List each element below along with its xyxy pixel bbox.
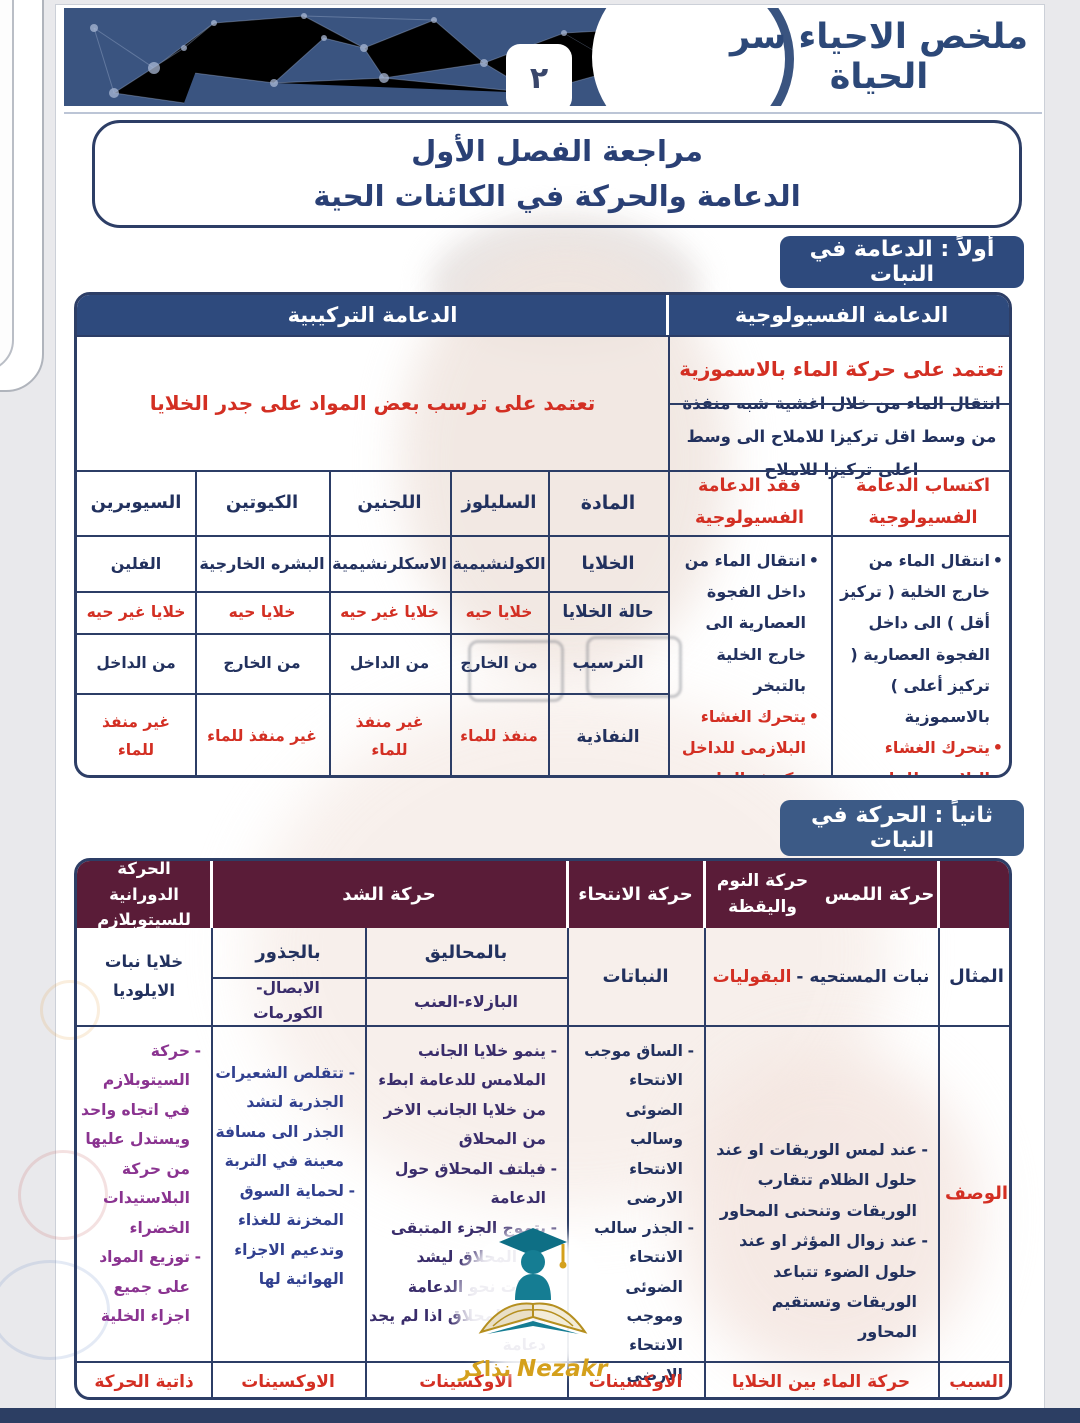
material-cells: الاسكلرنشيمية (332, 553, 447, 573)
cause-touch-sleep: حركة الماء بين الخلايا (731, 1372, 911, 1392)
loss-point: انتقال الماء من داخل الفجوة العصارية الى… (674, 545, 819, 701)
roots-example: الابصال- الكورمات (253, 979, 323, 1022)
gain-header-cell: اكتساب الدعامة الفسيولوجية (855, 476, 991, 528)
material-permeability: غير منفذ للماء (207, 727, 317, 746)
header-cyclosis: الحركة الدورانية للسيتوبلازم (97, 859, 191, 930)
cause-tendrils: الاوكسينات (419, 1372, 513, 1392)
tendrils-subheader: بالمحاليق (424, 942, 508, 963)
row-label-example: المثال (949, 966, 1004, 987)
nezakr-watermark-logo: Nezakr نذاكر (448, 1222, 618, 1404)
loss-point: تنكمش الخلية (674, 763, 819, 775)
example-touch-sleep-cell: نبات المستحيه - البقوليات (704, 928, 938, 1025)
brand-title: ملخص الاحياء سر الحياة (729, 17, 1029, 97)
material-permeability: منفذ للماء (460, 727, 538, 746)
material-state: خلايا حيه (465, 603, 533, 621)
desc-point: ينمو خلايا الجانب الملامس للدعامة ابطء م… (369, 1037, 557, 1155)
row-label-permeability: النفاذية (576, 727, 640, 747)
roots-subheader: بالجذور (255, 942, 321, 963)
cause-tropism: الاوكسينات (588, 1372, 683, 1392)
loss-points-cell: انتقال الماء من داخل الفجوة العصارية الى… (668, 535, 831, 775)
bottom-bar (0, 1408, 1080, 1423)
material-deposition: من الداخل (96, 654, 176, 672)
loss-header-cell: فقد الدعامة الفسيولوجية (695, 476, 804, 528)
desc-point: عند لمس الوريقات او عند حلول الظلام تتقا… (708, 1135, 928, 1226)
logo-wordmark: Nezakr نذاكر (459, 1356, 608, 1382)
material-cells: البشره الخارجية (199, 553, 325, 573)
desc-point: تتقلص الشعيرات الجذرية لتشد الجذر الى مس… (215, 1059, 355, 1177)
physio-depends-cell: تعتمد على حركة الماء بالاسموزية (679, 357, 1004, 381)
desc-point: لحماية السوق المخزنة للغذاء وتدعيم الاجز… (215, 1177, 355, 1295)
desc-point: الجذر سالب الانتحاء الضوئى وموجب الانتحا… (571, 1214, 694, 1397)
desc-cyclosis-cell: حركة السيتوبلازم في اتجاه واحد ويستدل عل… (77, 1025, 211, 1361)
material-name: السيوبرين (90, 492, 182, 513)
material-state: خلايا غير حيه (86, 603, 186, 621)
example-legumes: البقوليات (712, 966, 792, 987)
row-label-state: حالة الخلايا (562, 602, 654, 622)
material-name: الكيوتين (225, 492, 299, 513)
header-touch: حركة اللمس (824, 884, 935, 905)
desc-touch-sleep-cell: عند لمس الوريقات او عند حلول الظلام تتقا… (704, 1025, 938, 1361)
gain-points-cell: انتقال الماء من خارج الخلية ( تركيز أقل … (831, 535, 1009, 775)
logo-arabic-text: نذاكر (458, 1357, 512, 1381)
physio-definition-cell: انتقال الماء من خلال اغشية شبه منفذة من … (682, 394, 1001, 479)
row-label-cells: الخلايا (581, 552, 635, 574)
gain-point: يتحرك الغشاء البلازمى للخارج (837, 732, 1003, 775)
logo-latin-text: Nezakr (517, 1356, 608, 1382)
chapter-title-box: مراجعة الفصل الأول الدعامة والحركة في ال… (92, 120, 1022, 228)
header-sleep-wake: حركة النوم واليقظة (716, 871, 809, 917)
page-number-tab: ٢ (506, 44, 572, 112)
crescent-arc (717, 8, 794, 106)
material-deposition: من الداخل (349, 654, 430, 672)
material-state: خلايا حيه (228, 603, 296, 621)
gain-point: انتقال الماء من خارج الخلية ( تركيز أقل … (837, 545, 1003, 732)
desc-point: توزيع المواد على جميع اجزاء الخلية (81, 1243, 201, 1331)
desc-point: عند زوال المؤثر او عند حلول الضوء تتباعد… (708, 1226, 928, 1348)
material-deposition: من الخارج (460, 654, 538, 672)
desc-point: فيلتف المحلاق حول الدعامة (369, 1155, 557, 1214)
example-host-plant: نبات المستحيه - (796, 966, 930, 987)
material-name: اللجنين (357, 492, 422, 513)
row-label-material: المادة (580, 491, 636, 514)
network-pattern-graphic (90, 13, 657, 104)
desc-point: حركة السيتوبلازم في اتجاه واحد ويستدل عل… (81, 1037, 201, 1243)
example-tropism-cell: النباتات (602, 966, 669, 987)
graduate-book-icon (478, 1228, 588, 1334)
desc-point: الساق موجب الانتحاء الضوئى وسالب الانتحا… (571, 1037, 694, 1214)
material-permeability: غير منفذ للماء (355, 713, 424, 759)
section1-banner: أولاً : الدعامة في النبات (780, 236, 1024, 288)
row-label-deposition: الترسيب (572, 653, 644, 673)
section2-banner: ثانياً : الحركة في النبات (780, 800, 1024, 856)
banner-network-panel (64, 8, 794, 106)
row-label-description: الوصف (944, 1182, 1009, 1204)
material-cells: الفلين (110, 553, 162, 573)
loss-point: يتحرك الغشاء البلازمى للداخل (674, 701, 819, 763)
example-cyclosis-cell: خلايا نبات الايلوديا (104, 952, 184, 1000)
brand-banner: ملخص الاحياء سر الحياة (64, 8, 1042, 106)
structural-depends-cell: تعتمد على ترسب بعض المواد على جدر الخلاي… (149, 390, 596, 415)
material-permeability: غير منفذ للماء (102, 713, 170, 759)
tendrils-example: البازلاء-العنب (414, 991, 518, 1011)
header-separator (666, 295, 669, 335)
page-stack-edge-inner (0, 0, 14, 372)
material-deposition: من الخارج (223, 654, 301, 672)
support-table: الدعامة التركيبية الدعامة الفسيولوجية تع… (74, 292, 1012, 778)
cause-cyclosis: ذاتية الحركة (94, 1372, 194, 1392)
material-cells: الكولنشيمية (452, 553, 546, 573)
header-tropism: حركة الانتحاء (578, 884, 693, 905)
support-table-header-physiological: الدعامة الفسيولوجية (668, 295, 1009, 335)
cause-roots: الاوكسينات (241, 1372, 335, 1392)
chapter-title-line2: الدعامة والحركة في الكائنات الحية (313, 179, 801, 213)
header-tension: حركة الشد (342, 884, 436, 905)
chapter-title-line1: مراجعة الفصل الأول (411, 134, 703, 169)
material-name: السليلوز (461, 492, 537, 513)
material-state: خلايا غير حيه (340, 603, 439, 621)
portrait-watermark-glasses-left (468, 640, 564, 702)
desc-roots-cell: تتقلص الشعيرات الجذرية لتشد الجذر الى مس… (211, 1025, 365, 1361)
row-label-cause: السبب (949, 1372, 1004, 1392)
banner-divider-line (64, 112, 1042, 114)
support-table-header-structural: الدعامة التركيبية (77, 295, 668, 335)
